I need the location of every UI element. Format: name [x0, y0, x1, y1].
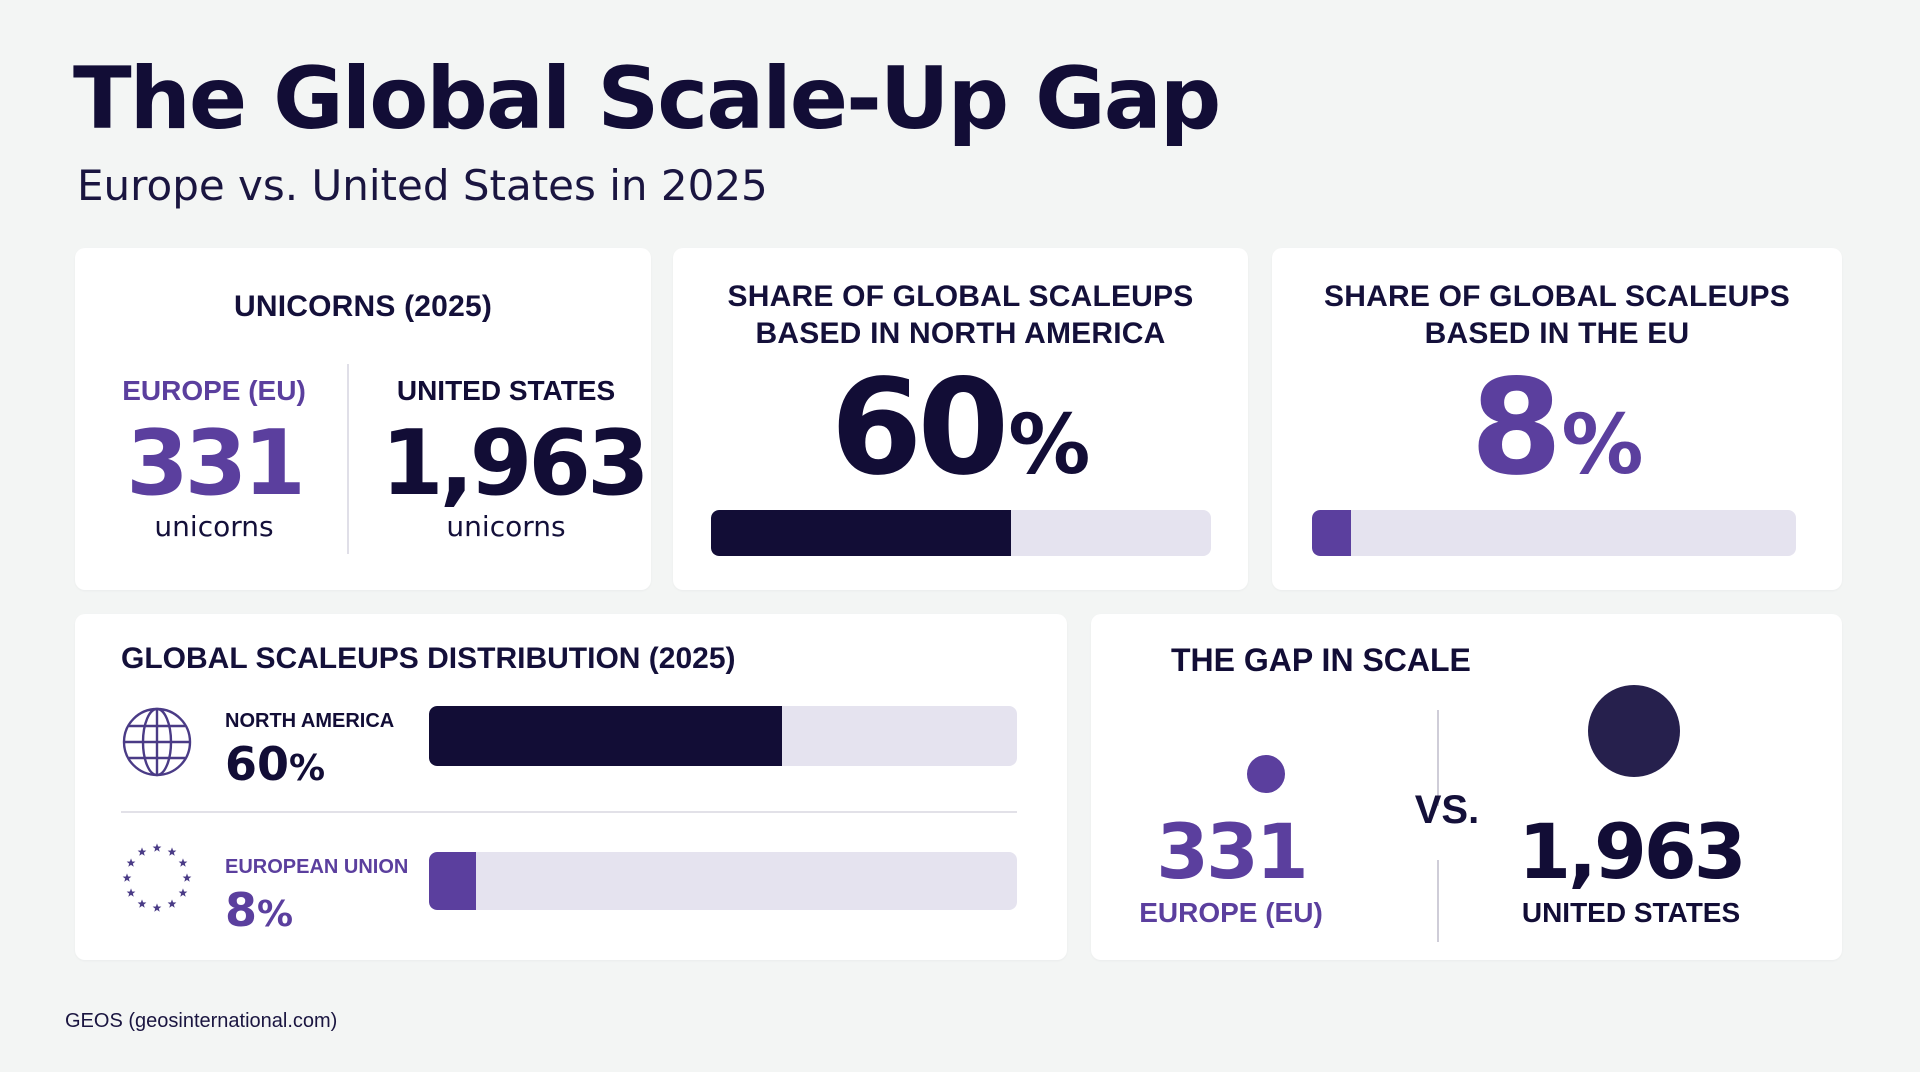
gap-europe-value: 331	[1156, 807, 1309, 896]
eu-share-heading: SHARE OF GLOBAL SCALEUPS BASED IN THE EU	[1272, 278, 1842, 352]
eu-share-bar-track	[1312, 510, 1796, 556]
eu-share-bar-fill	[1312, 510, 1351, 556]
gap-us-circle	[1588, 685, 1680, 777]
unicorns-us-value: 1,963	[381, 411, 650, 516]
globe-icon	[121, 706, 193, 778]
eu-star	[182, 873, 192, 882]
distribution-heading: GLOBAL SCALEUPS DISTRIBUTION (2025)	[121, 642, 736, 675]
na-share-heading-line2: BASED IN NORTH AMERICA	[755, 317, 1166, 350]
gap-us-value: 1,963	[1518, 807, 1746, 896]
unicorns-europe-value: 331	[126, 411, 306, 516]
distribution-na-value: 60%	[225, 736, 325, 797]
distribution-na-bar-fill	[429, 706, 782, 766]
distribution-card: GLOBAL SCALEUPS DISTRIBUTION (2025) NORT…	[75, 614, 1067, 960]
eu-star	[122, 873, 132, 882]
distribution-eu-label: EUROPEAN UNION	[225, 856, 409, 878]
na-share-heading-line1: SHARE OF GLOBAL SCALEUPS	[727, 280, 1194, 313]
unicorns-card: UNICORNS (2025) EUROPE (EU) 331 unicorns…	[75, 248, 651, 590]
distribution-na-percent-sign: %	[289, 748, 326, 789]
distribution-eu-bar-track	[429, 852, 1017, 910]
na-share-card: SHARE OF GLOBAL SCALEUPS BASED IN NORTH …	[673, 248, 1248, 590]
unicorns-heading: UNICORNS (2025)	[233, 290, 493, 323]
eu-stars-icon	[121, 840, 193, 912]
distribution-row-eu: EUROPEAN UNION 8%	[121, 840, 1021, 950]
distribution-eu-value: 8%	[225, 882, 293, 943]
distribution-row-north-america: NORTH AMERICA 60%	[121, 706, 1021, 816]
eu-star	[167, 899, 177, 908]
distribution-eu-number: 8	[225, 883, 258, 937]
na-share-value: 60%	[673, 362, 1248, 528]
gap-divider-top	[1437, 710, 1439, 806]
unicorns-us-column: UNITED STATES 1,963 unicorns	[381, 374, 650, 544]
eu-star	[137, 847, 147, 856]
unicorns-us-unit: unicorns	[446, 510, 566, 543]
na-share-bar-track	[711, 510, 1211, 556]
eu-share-card: SHARE OF GLOBAL SCALEUPS BASED IN THE EU…	[1272, 248, 1842, 590]
distribution-divider	[121, 811, 1017, 813]
gap-us-label: UNITED STATES	[1521, 897, 1741, 928]
eu-star	[167, 847, 177, 856]
eu-star	[152, 903, 162, 912]
unicorns-divider	[347, 364, 349, 554]
eu-star	[137, 899, 147, 908]
distribution-na-number: 60	[225, 737, 290, 791]
na-share-bar-fill	[711, 510, 1011, 556]
unicorns-europe-label: EUROPE (EU)	[122, 375, 306, 406]
eu-share-heading-line2: BASED IN THE EU	[1424, 317, 1690, 350]
distribution-eu-bar-fill	[429, 852, 477, 910]
distribution-na-bar-track	[429, 706, 1017, 766]
na-share-heading: SHARE OF GLOBAL SCALEUPS BASED IN NORTH …	[673, 278, 1248, 352]
distribution-eu-percent-sign: %	[257, 894, 294, 935]
page-title: The Global Scale-Up Gap	[73, 49, 1221, 149]
eu-share-value: 8%	[1272, 362, 1842, 528]
gap-heading: THE GAP IN SCALE	[1171, 642, 1471, 678]
unicorns-us-label: UNITED STATES	[396, 375, 616, 406]
eu-star	[152, 843, 162, 852]
eu-star	[126, 888, 136, 897]
unicorns-europe-unit: unicorns	[154, 510, 274, 543]
gap-divider-bottom	[1437, 860, 1439, 942]
na-share-number: 60	[830, 351, 1010, 505]
eu-share-number: 8	[1470, 351, 1562, 505]
eu-star	[178, 888, 188, 897]
na-share-percent-sign: %	[1008, 398, 1091, 493]
eu-share-heading-line1: SHARE OF GLOBAL SCALEUPS	[1324, 280, 1790, 313]
distribution-na-label: NORTH AMERICA	[225, 710, 395, 732]
unicorns-europe-column: EUROPE (EU) 331 unicorns	[89, 374, 339, 544]
page-subtitle: Europe vs. United States in 2025	[77, 161, 768, 210]
source-credit: GEOS (geosinternational.com)	[65, 1010, 338, 1032]
eu-star	[178, 858, 188, 867]
gap-europe-label: EUROPE (EU)	[1139, 897, 1323, 928]
gap-card: THE GAP IN SCALE 331 EUROPE (EU) VS. 1,9…	[1091, 614, 1842, 960]
gap-vs-label: VS.	[1414, 788, 1480, 832]
eu-share-percent-sign: %	[1561, 398, 1644, 493]
gap-europe-circle	[1247, 755, 1285, 793]
eu-star	[126, 858, 136, 867]
